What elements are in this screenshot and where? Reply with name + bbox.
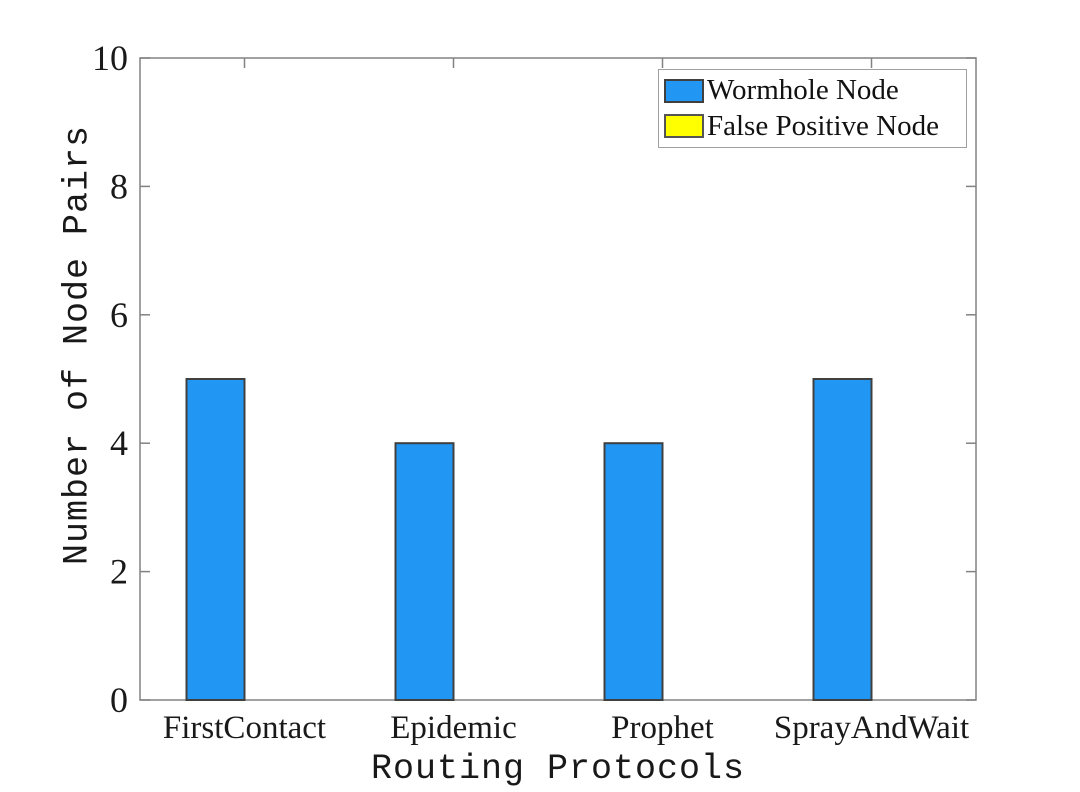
x-tick-label: Prophet — [611, 710, 714, 746]
plot-box — [139, 57, 977, 701]
y-tick-label: 8 — [110, 166, 128, 206]
bar-epidemic-wormhole — [394, 442, 455, 701]
x-axis-label: Routing Protocols — [370, 749, 746, 789]
bar-prophet-wormhole — [603, 442, 664, 701]
false-positive-node-swatch — [664, 114, 704, 139]
wormhole-node-swatch — [664, 78, 704, 103]
y-tick-label: 10 — [92, 38, 128, 78]
legend-label-false-positive: False Positive Node — [707, 109, 939, 142]
y-tick-label: 6 — [110, 295, 128, 335]
x-tick-label: FirstContact — [163, 710, 326, 746]
legend-item-false-positive: False Positive Node — [664, 109, 966, 142]
y-tick-label: 4 — [110, 423, 128, 463]
x-tick-label: SprayAndWait — [774, 710, 969, 746]
y-tick-label: 2 — [110, 552, 128, 592]
legend-item-wormhole: Wormhole Node — [664, 76, 966, 105]
legend-label-wormhole: Wormhole Node — [707, 74, 899, 107]
bar-firstcontact-wormhole — [185, 378, 246, 701]
y-tick-label: 0 — [110, 680, 128, 720]
x-tick-label: Epidemic — [390, 710, 516, 746]
bar-sprayandwait-wormhole — [812, 378, 873, 701]
y-axis-label: Number of Node Pairs — [57, 124, 98, 566]
legend: Wormhole Node False Positive Node — [658, 69, 967, 148]
